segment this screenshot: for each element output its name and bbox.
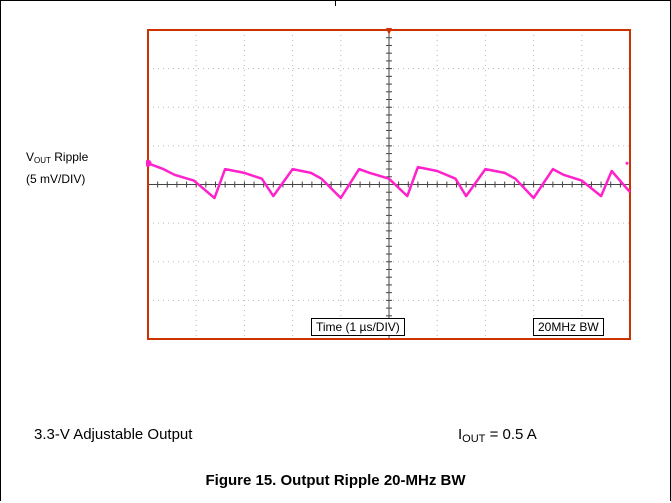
current-label-subscript: OUT [462,433,486,445]
trigger-marker [386,28,392,35]
frame-top-tick [335,0,336,6]
output-condition: 3.3-V Adjustable Output [34,426,193,443]
current-label-main: I [458,426,463,443]
current-condition: IOUT = 0.5 A [458,426,537,445]
bandwidth-label: 20MHz BW [533,318,604,336]
trace-end-dot [625,161,629,165]
y-label-main: V [26,150,35,164]
y-label-rest: Ripple [50,150,89,164]
oscilloscope-plot [146,28,632,341]
x-axis-label: Time (1 µs/DIV) [311,318,405,336]
ripple-trace [147,162,631,200]
y-scale-label: (5 mV/DIV) [26,172,86,186]
trace-start-marker [146,159,152,167]
current-label-rest: = 0.5 A [485,426,537,443]
figure-caption: Figure 15. Output Ripple 20-MHz BW [205,472,466,489]
frame-top-border [0,0,671,6]
y-axis-label: VOUT Ripple (5 mV/DIV) [26,148,88,188]
y-label-subscript: OUT [34,156,51,165]
scope-svg [146,28,631,340]
